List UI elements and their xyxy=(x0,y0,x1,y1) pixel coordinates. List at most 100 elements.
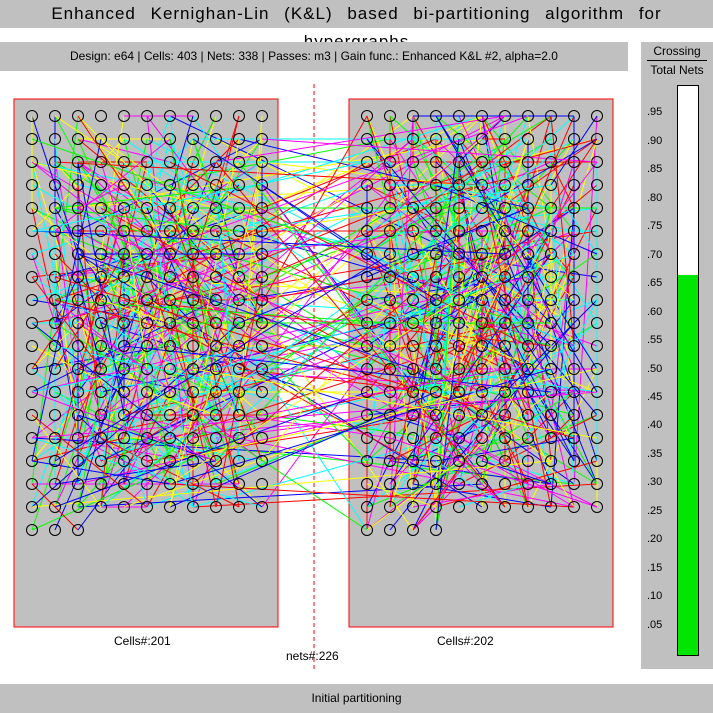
net-line xyxy=(261,161,460,186)
cell-circle xyxy=(476,432,488,444)
net-line xyxy=(54,322,368,531)
meter-divider xyxy=(647,60,707,61)
net-line xyxy=(389,161,437,393)
cell-circle xyxy=(49,179,61,191)
cell-circle xyxy=(430,202,442,214)
net-line xyxy=(192,276,368,462)
cell-circle xyxy=(591,340,603,352)
meter-tick: .65 xyxy=(647,277,663,290)
cell-circle xyxy=(568,225,580,237)
net-line xyxy=(31,483,79,531)
net-line xyxy=(389,253,437,508)
cell-circle xyxy=(453,110,465,122)
cell-circle xyxy=(407,294,419,306)
cell-circle xyxy=(361,156,373,168)
cell-circle xyxy=(72,156,84,168)
cell-circle xyxy=(141,110,153,122)
cell-circle xyxy=(187,317,199,329)
cell-circle xyxy=(141,478,153,490)
cell-circle xyxy=(453,478,465,490)
cell-circle xyxy=(476,202,488,214)
net-line xyxy=(261,207,483,508)
cell-circle xyxy=(591,248,603,260)
right-cells-count: Cells#:202 xyxy=(437,634,494,648)
cell-circle xyxy=(430,248,442,260)
net-line xyxy=(31,253,102,462)
cell-circle xyxy=(384,432,396,444)
partition-board xyxy=(13,84,614,670)
meter-tick: .05 xyxy=(647,618,663,631)
cell-circle xyxy=(568,133,580,145)
cell-circle xyxy=(476,179,488,191)
cell-circle xyxy=(95,110,107,122)
cell-circle xyxy=(476,317,488,329)
cell-circle xyxy=(72,294,84,306)
net-line xyxy=(31,414,102,508)
cell-circle xyxy=(430,271,442,283)
cell-circle xyxy=(210,455,222,467)
cell-circle xyxy=(545,432,557,444)
cell-circle xyxy=(361,317,373,329)
cell-circle xyxy=(95,271,107,283)
cell-circle xyxy=(164,363,176,375)
cell-circle xyxy=(26,386,38,398)
net-line xyxy=(54,253,125,370)
net-line xyxy=(435,368,552,439)
net-line xyxy=(100,207,171,439)
cell-circle xyxy=(233,271,245,283)
meter-tick: .45 xyxy=(647,390,663,403)
meter-tick: .90 xyxy=(647,134,663,147)
cell-circle xyxy=(522,225,534,237)
cell-circle xyxy=(164,409,176,421)
cell-circle xyxy=(384,455,396,467)
crossing-meter: Crossing Total Nets .95 .90 .85 .80 .75 .70 .6… xyxy=(641,42,713,669)
cell-circle xyxy=(72,524,84,536)
cell-circle xyxy=(453,501,465,513)
cell-circle xyxy=(49,248,61,260)
cell-circle xyxy=(568,386,580,398)
cell-circle xyxy=(256,202,268,214)
net-line xyxy=(215,115,506,370)
net-line xyxy=(366,184,575,347)
cell-circle xyxy=(210,110,222,122)
cell-circle xyxy=(568,478,580,490)
cell-circle xyxy=(26,294,38,306)
cell-circle xyxy=(26,248,38,260)
cell-circle xyxy=(545,248,557,260)
cell-circle xyxy=(256,478,268,490)
cell-circle xyxy=(361,110,373,122)
cell-circles xyxy=(26,110,603,536)
cell-circle xyxy=(95,179,107,191)
net-line xyxy=(31,460,552,508)
cell-circle xyxy=(430,524,442,536)
cell-circle xyxy=(591,386,603,398)
cell-circle xyxy=(118,317,130,329)
cell-circle xyxy=(210,294,222,306)
cell-circle xyxy=(164,432,176,444)
cell-circle xyxy=(164,455,176,467)
cell-circle xyxy=(476,248,488,260)
cell-circle xyxy=(256,409,268,421)
net-line xyxy=(54,184,263,209)
cell-circle xyxy=(591,432,603,444)
net-line xyxy=(527,253,598,301)
meter-tick: .40 xyxy=(647,419,663,432)
cell-circle xyxy=(72,202,84,214)
net-line xyxy=(31,299,79,370)
meter-tick: .85 xyxy=(647,163,663,176)
net-line xyxy=(192,115,240,186)
meter-tick: .80 xyxy=(647,191,663,204)
net-line xyxy=(169,391,437,508)
cell-circle xyxy=(95,363,107,375)
cell-circle xyxy=(164,294,176,306)
net-line xyxy=(31,161,368,232)
cell-circle xyxy=(118,133,130,145)
cell-circle xyxy=(407,455,419,467)
cell-circle xyxy=(430,409,442,421)
net-line xyxy=(31,414,148,508)
cell-circle xyxy=(49,317,61,329)
cell-circle xyxy=(591,179,603,191)
net-line xyxy=(54,138,79,416)
net-line xyxy=(435,460,598,508)
cell-circle xyxy=(361,133,373,145)
